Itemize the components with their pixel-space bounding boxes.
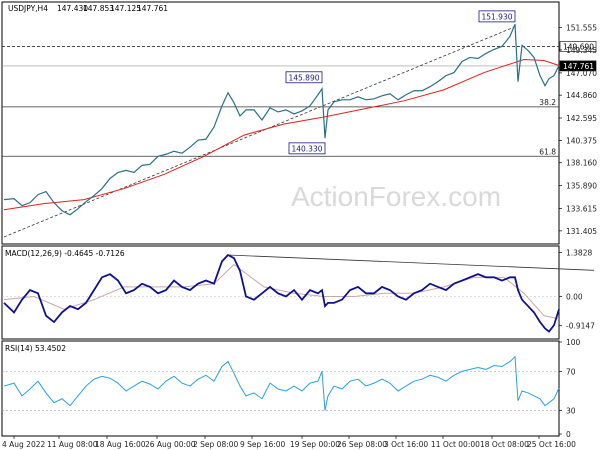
rsi-tick-label-2: 30	[566, 407, 576, 416]
x-tick-label-11: 25 Oct 16:00	[527, 440, 576, 449]
annotation-text-1: 145.890	[288, 73, 319, 82]
price-tick-label-0: 151.555	[566, 24, 597, 33]
x-tick-label-7: 26 Sep 08:00	[337, 440, 387, 449]
trendline	[3, 26, 515, 238]
price-tick-label-8: 133.615	[566, 205, 597, 214]
moving-average-line	[3, 58, 560, 211]
macd-tick-label-0: 1.3828	[566, 248, 592, 257]
macd-tick-label-1: 0.00	[566, 292, 583, 301]
rsi-tick-label-3: 0	[566, 430, 571, 439]
price-tick-label-6: 138.160	[566, 159, 597, 168]
annotation-text-2: 140.330	[291, 144, 322, 153]
rsi-line	[3, 355, 560, 411]
price-tick-label-5: 140.375	[566, 136, 597, 145]
x-tick-label-4: 2 Sep 08:00	[193, 440, 239, 449]
rsi-tick-label-1: 70	[566, 367, 576, 376]
ohlc-high: 147.853	[83, 4, 114, 13]
x-tick-label-1: 11 Aug 08:00	[47, 440, 98, 449]
annotation-box-2	[288, 142, 326, 155]
annotation-box-1	[285, 71, 323, 84]
level-tag-1	[559, 60, 597, 72]
x-tick-label-8: 3 Oct 16:00	[384, 440, 428, 449]
price-line	[3, 23, 560, 216]
level-tag-0	[559, 41, 597, 52]
ohlc-close: 147.761	[137, 4, 168, 13]
rsi-tick-label-0: 100	[566, 338, 581, 347]
level-tag-text-0: 149.690	[563, 42, 594, 51]
fib-label-3: 61.8	[539, 147, 556, 156]
x-tick-label-5: 9 Sep 16:00	[240, 440, 286, 449]
macd-panel-frame	[1, 245, 560, 340]
annotation-box-0	[478, 10, 516, 23]
fib-label-2: 38.2	[539, 98, 556, 107]
price-tick-label-3: 144.860	[566, 91, 597, 100]
symbol-label: USDJPY,H4	[8, 4, 48, 13]
macd-line	[3, 253, 560, 333]
price-panel-frame	[1, 1, 560, 245]
x-tick-label-0: 4 Aug 2022	[2, 440, 45, 449]
x-tick-label-10: 18 Oct 08:00	[480, 440, 529, 449]
price-tick-label-1: 149.345	[566, 46, 597, 55]
watermark: ActionForex.com	[291, 181, 501, 212]
x-tick-label-9: 11 Oct 00:00	[431, 440, 480, 449]
ohlc-open: 147.430	[57, 4, 88, 13]
macd-tick-label-2: -0.9147	[566, 322, 595, 331]
macd-trendline	[227, 254, 595, 271]
level-tag-text-1: 147.761	[563, 62, 594, 71]
x-tick-label-2: 18 Aug 16:00	[95, 440, 146, 449]
price-tick-label-4: 142.595	[566, 114, 597, 123]
ohlc-low: 147.125	[110, 4, 141, 13]
price-tick-label-7: 135.890	[566, 182, 597, 191]
rsi-label: RSI(14) 53.4502	[5, 344, 66, 353]
x-tick-label-6: 19 Sep 00:00	[290, 440, 340, 449]
x-tick-label-3: 26 Aug 00:00	[145, 440, 196, 449]
price-tick-label-9: 131.405	[566, 227, 597, 236]
price-tick-label-2: 147.070	[566, 69, 597, 78]
annotation-text-0: 151.930	[481, 12, 512, 21]
macd-label: MACD(12,26,9) -0.4645 -0.7126	[5, 249, 125, 258]
